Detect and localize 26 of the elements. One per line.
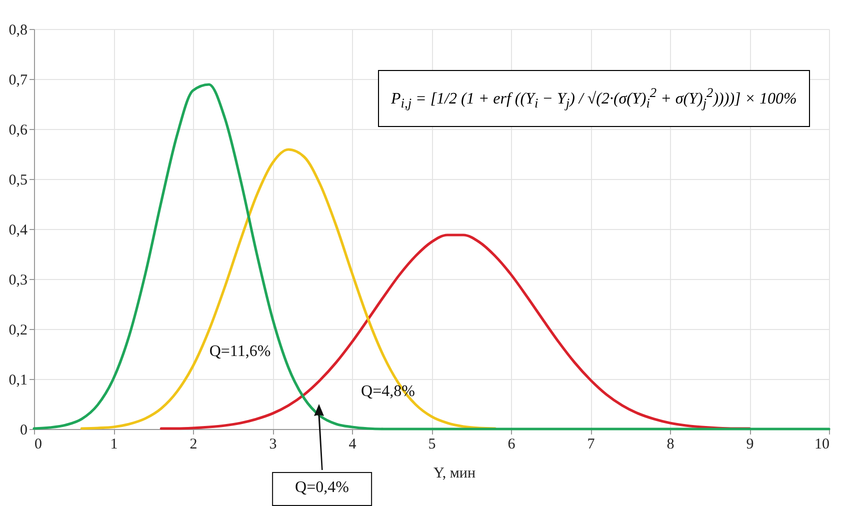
y-tick-label: 0 bbox=[20, 422, 28, 438]
x-tick-label: 6 bbox=[508, 436, 516, 452]
annotation: Q=11,6% bbox=[209, 343, 271, 361]
y-tick-label: 0,6 bbox=[8, 122, 28, 138]
x-tick-label: 5 bbox=[428, 436, 436, 452]
x-axis-title: Y, мин bbox=[434, 466, 476, 482]
y-tick-label: 0,3 bbox=[8, 272, 28, 288]
y-tick-label: 0,8 bbox=[8, 22, 28, 38]
line-series bbox=[160, 234, 751, 430]
x-tick-label: 1 bbox=[110, 436, 118, 452]
y-tick-label: 0,5 bbox=[8, 172, 28, 188]
x-tick-label: 8 bbox=[666, 436, 674, 452]
y-tick-label: 0,2 bbox=[8, 322, 28, 338]
x-tick-label: 2 bbox=[190, 436, 198, 452]
x-tick-label: 3 bbox=[269, 436, 277, 452]
line-series bbox=[80, 148, 496, 430]
x-tick-label: 4 bbox=[348, 436, 357, 452]
x-tick-label: 0 bbox=[34, 436, 42, 452]
text: P$_{i,j}$ = [1/2 (1 + erf ((Y$_{i}$ − Y$_{j}$) / √(2·(σ(Y)$_{i}$$^{2}$ + σ(Y)$_{j}$$^{2}$))))] × 100% bbox=[391, 85, 797, 111]
y-tick-label: 0,4 bbox=[8, 222, 28, 238]
x-tick-label: 10 bbox=[814, 436, 830, 452]
y-tick-label: 0,7 bbox=[8, 72, 28, 88]
x-tick-label: 9 bbox=[746, 436, 754, 452]
text: Q=0,4% bbox=[272, 472, 372, 506]
y-tick-label: 0,1 bbox=[8, 372, 28, 388]
x-tick-label: 7 bbox=[587, 436, 596, 452]
